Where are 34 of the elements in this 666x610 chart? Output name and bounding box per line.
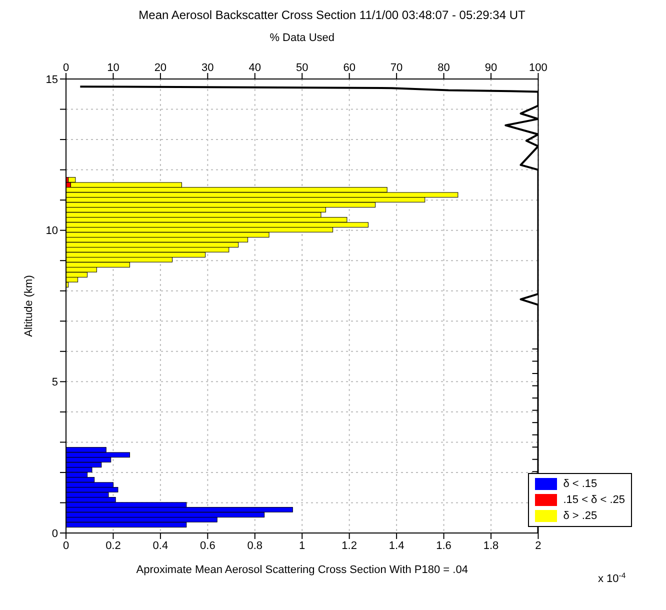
x-tick-label: 2	[535, 540, 542, 552]
x-tick-label: 1.8	[483, 540, 499, 552]
x-tick-label: 0.4	[152, 540, 168, 552]
x-tick-label: 1.6	[436, 540, 452, 552]
y-tick-label: 15	[46, 74, 58, 86]
y-tick-label: 5	[52, 376, 58, 389]
x2-tick-label: 50	[296, 62, 308, 74]
x2-tick-label: 80	[438, 62, 450, 74]
x2-tick-label: 20	[154, 62, 167, 74]
x2-tick-label: 90	[484, 62, 498, 74]
x-tick-label: 0.2	[106, 540, 121, 552]
legend-label: δ > .25	[563, 509, 598, 524]
x-tick-label: 0.8	[247, 540, 263, 552]
x2-tick-label: 100	[529, 62, 548, 74]
y-axis-title: Altitude (km)	[22, 275, 35, 337]
x-axis-title: Aproximate Mean Aerosol Scattering Cross Section With P180 = .04	[136, 564, 468, 576]
chart-title: Mean Aerosol Backscatter Cross Section 11/1/00 03:48:07 - 05:29:34 UT	[138, 8, 526, 24]
x-tick-label: 0.6	[200, 540, 216, 552]
legend-label: δ < .15	[563, 477, 598, 492]
x-tick-label: 1.4	[388, 540, 404, 552]
x2-tick-label: 30	[202, 62, 214, 74]
x2-tick-label: 70	[390, 62, 403, 74]
legend-label: .15 < δ < .25	[563, 493, 625, 508]
x2-tick-label: 60	[343, 62, 356, 74]
y-tick-label: 10	[46, 225, 58, 238]
x2-axis-title: % Data Used	[270, 32, 335, 44]
x2-tick-label: 10	[107, 62, 120, 74]
y-tick-label: 0	[52, 528, 58, 540]
x-tick-label: 0	[62, 540, 70, 552]
x-tick-label: 1.2	[342, 540, 357, 552]
x-tick-label: 1	[299, 540, 306, 552]
x2-tick-label: 40	[248, 62, 262, 74]
x2-tick-label: 0	[62, 62, 70, 74]
text: x 10$^{-4}$	[598, 570, 626, 585]
